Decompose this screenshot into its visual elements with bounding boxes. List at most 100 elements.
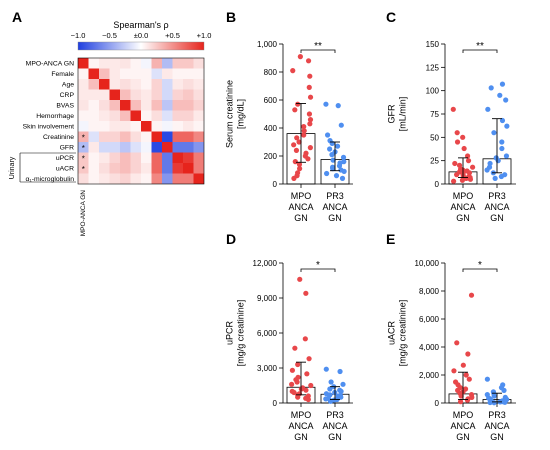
data-point [297,276,303,282]
data-point [460,134,466,140]
category-label: MPO [453,191,474,201]
data-point [335,103,341,109]
heatmap-cell [120,79,131,90]
heatmap-cell [183,173,194,184]
colorbar-tick-label: ±0.0 [134,31,149,40]
data-point [292,159,298,165]
heatmap-cell [88,121,99,132]
heatmap-cell [78,163,89,174]
category-label: PR3 [326,191,344,201]
heatmap-cell [183,68,194,79]
heatmap-cell [130,58,141,69]
data-point [491,400,497,406]
heatmap-cell [88,68,99,79]
heatmap-cell [109,121,120,132]
data-point [307,145,313,151]
heatmap-cell [109,131,120,142]
colorbar-tick-label: +1.0 [197,31,212,40]
y-tick-label: 12,000 [253,259,278,268]
y-tick-label: 100 [426,87,440,96]
heatmap-cell [78,121,89,132]
heatmap-cell [130,163,141,174]
heatmap-cell [172,173,183,184]
data-point [454,340,460,346]
category-label: ANCA [288,421,313,431]
heatmap-cell [120,121,131,132]
colorbar-ticks: −1.0 −0.5 ±0.0 +0.5 +1.0 [71,31,212,40]
heatmap-row-label: CRP [60,92,75,99]
y-axis-label: [mL/min] [398,97,408,132]
heatmap-cell [120,131,131,142]
urinary-group-label: Urinary [9,156,16,179]
data-point [502,399,508,405]
heatmap-cell [172,142,183,153]
data-point [499,117,506,124]
y-tick-label: 600 [264,96,278,105]
heatmap-title: Spearman's ρ [113,20,168,30]
data-point [291,389,297,396]
data-point [499,81,506,87]
heatmap-cell [109,100,120,111]
data-point [341,168,347,174]
y-tick-label: 200 [264,152,278,161]
data-point [338,388,344,394]
heatmap-cell [183,152,194,163]
heatmap-cell [162,58,173,69]
y-tick-label: 6,000 [257,329,278,338]
heatmap-cell [193,58,204,69]
heatmap-cell [130,131,141,142]
heatmap-cell [88,173,99,184]
heatmap-cell [120,163,131,174]
heatmap-significance-marks: **** [82,133,85,174]
heatmap-cell [172,68,183,79]
heatmap-cell [151,79,162,90]
data-point [450,106,456,112]
heatmap-cell [162,89,173,100]
data-point [491,393,497,399]
category-label: GN [294,213,308,223]
heatmap-cell [99,163,110,174]
category-label: GN [490,213,504,223]
heatmap-cell [183,163,194,174]
heatmap-row-label: BVAS [56,103,74,110]
category-label: GN [328,432,342,442]
data-point [468,292,475,298]
y-tick-label: 9,000 [257,294,278,303]
data-point [495,158,501,164]
heatmap-cell [183,89,194,100]
heatmap-cell [78,131,89,142]
data-point [491,130,497,136]
data-point [461,145,467,152]
heatmap-cell [141,110,152,121]
data-point [305,156,311,162]
heatmap-cell [141,79,152,90]
data-point [499,145,505,152]
data-point [330,157,336,163]
panel-letter-a: A [12,9,22,25]
panel-letter-c: C [386,9,396,25]
heatmap-cell [193,173,204,184]
heatmap-cells [77,57,205,185]
heatmap-cell [141,68,152,79]
panel-letter-e: E [386,231,395,247]
heatmap-cell [88,142,99,153]
data-point [333,173,340,179]
data-point [324,170,330,177]
y-axis-label: GFR [387,104,397,123]
y-tick-label: 8,000 [419,287,440,296]
category-label: ANCA [484,421,509,431]
heatmap-cell [78,173,89,184]
significance-label: * [478,260,482,271]
heatmap-cell [120,173,131,184]
data-point [307,117,314,123]
heatmap-cell [141,142,152,153]
heatmap-cell [78,152,89,163]
significance-star: * [82,165,85,174]
heatmap-row-label: α₁-microglobulin [25,176,74,183]
data-point [454,139,461,145]
significance-star: * [82,144,85,153]
y-tick-label: 3,000 [257,364,278,373]
heatmap-cell [162,79,173,90]
heatmap-cell [183,142,194,153]
category-label: ANCA [484,202,509,212]
